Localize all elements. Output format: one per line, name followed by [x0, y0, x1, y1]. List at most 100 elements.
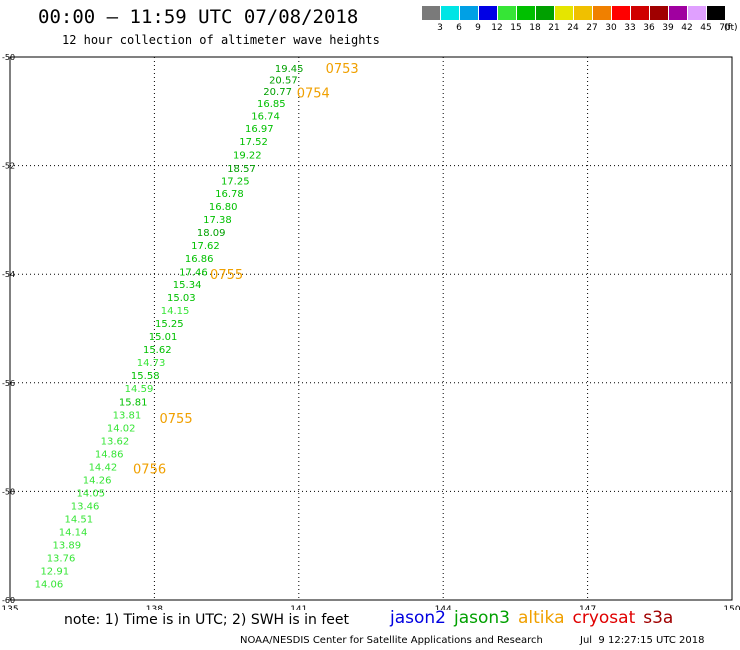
satellite-legend: jason2 jason3 altika cryosat s3a: [390, 608, 681, 628]
x-tick-label: 138: [146, 605, 163, 610]
wave-height-label: 13.46: [71, 502, 100, 513]
scale-label: 70: [719, 23, 731, 33]
scale-swatch: [555, 6, 573, 20]
pass-time-label: 0753: [326, 62, 359, 77]
wave-height-label: 19.22: [233, 151, 262, 162]
wave-height-label: 14.05: [77, 488, 106, 499]
scale-label: 42: [681, 23, 693, 33]
generated-timestamp: Jul 9 12:27:15 UTC 2018: [580, 635, 705, 646]
wave-height-label: 15.62: [143, 345, 172, 356]
scale-label: 30: [605, 23, 617, 33]
scale-swatch: [517, 6, 535, 20]
wave-height-label: 14.59: [125, 384, 154, 395]
scale-swatch: [688, 6, 706, 20]
wave-height-label: 16.86: [185, 254, 214, 265]
wave-height-label: 18.57: [227, 164, 256, 175]
scale-swatch: [707, 6, 725, 20]
wave-height-label: 16.97: [245, 124, 274, 135]
wave-height-label: 15.58: [131, 371, 160, 382]
wave-height-label: 16.80: [209, 202, 238, 213]
wave-height-label: 14.26: [83, 475, 112, 486]
scale-label: 36: [643, 23, 655, 33]
scale-label: 15: [510, 23, 522, 33]
wave-height-label: 14.51: [65, 515, 94, 526]
wave-height-label: 17.25: [221, 176, 250, 187]
scale-swatch: [650, 6, 668, 20]
scale-swatch: [460, 6, 478, 20]
scale-swatch: [669, 6, 687, 20]
wave-height-label: 14.14: [59, 528, 88, 539]
scale-swatch: [536, 6, 554, 20]
plot-frame: [9, 56, 733, 601]
y-tick-label: -56: [2, 379, 15, 388]
page-title: 00:00 – 11:59 UTC 07/08/2018: [38, 6, 359, 28]
wave-height-label: 15.34: [173, 280, 202, 291]
satellite-cryosat: cryosat: [572, 608, 636, 628]
scale-label: 3: [437, 23, 443, 33]
scale-swatch: [422, 6, 440, 20]
y-tick-label: -50: [2, 53, 15, 62]
x-tick-label: 147: [579, 605, 596, 610]
wave-height-label: 15.01: [149, 332, 178, 343]
wave-height-label: 13.81: [113, 410, 142, 421]
scale-label: 12: [491, 23, 503, 33]
pass-time-label: 0754: [297, 86, 330, 101]
wave-height-label: 14.06: [35, 580, 64, 591]
wave-height-label: 14.15: [161, 306, 190, 317]
y-tick-label: -52: [2, 162, 15, 171]
wave-height-label: 16.85: [257, 99, 286, 110]
x-tick-label: 150: [723, 605, 740, 610]
wave-height-label: 13.62: [101, 436, 130, 447]
pass-time-label: 0755: [160, 412, 193, 427]
wave-height-label: 14.86: [95, 449, 124, 460]
credit-text: NOAA/NESDIS Center for Satellite Applica…: [240, 635, 543, 646]
footer-note: note: 1) Time is in UTC; 2) SWH is in fe…: [64, 612, 350, 628]
wave-height-label: 13.76: [47, 554, 76, 565]
scale-swatch: [593, 6, 611, 20]
scale-swatch: [612, 6, 630, 20]
wave-height-label: 13.89: [52, 541, 81, 552]
wave-height-label: 16.78: [215, 189, 244, 200]
wave-height-label: 16.74: [251, 112, 280, 123]
scale-label: 39: [662, 23, 674, 33]
satellite-jason2: jason2: [390, 608, 446, 628]
scale-label: 18: [529, 23, 541, 33]
scale-label: 6: [456, 23, 462, 33]
wave-height-label: 18.09: [197, 228, 226, 239]
altimeter-map: 135 138 141 144 147 150 -50 -52 -54 -56 -58 -60 19.4…: [1, 53, 740, 610]
wave-height-label: 15.25: [155, 319, 184, 330]
wave-height-label: 20.57: [269, 75, 298, 86]
y-tick-label: -54: [2, 270, 15, 279]
x-tick-label: 141: [290, 605, 307, 610]
scale-unit: (ft): [724, 23, 738, 33]
satellite-altika: altika: [518, 608, 565, 628]
pass-time-label: 0755: [210, 268, 243, 283]
scale-label: 24: [567, 23, 579, 33]
satellite-s3a: s3a: [643, 608, 674, 628]
scale-label: 27: [586, 23, 598, 33]
page-subtitle: 12 hour collection of altimeter wave hei…: [62, 33, 380, 47]
wave-height-label: 12.91: [40, 567, 69, 578]
wave-height-label: 14.02: [107, 423, 136, 434]
y-tick-label: -58: [2, 487, 15, 496]
x-tick-label: 135: [1, 605, 18, 610]
wave-height-label: 17.38: [203, 215, 232, 226]
pass-time-label: 0756: [133, 463, 166, 478]
x-tick-label: 144: [435, 605, 452, 610]
scale-swatch: [441, 6, 459, 20]
satellite-jason3: jason3: [454, 608, 510, 628]
wave-height-label: 17.52: [239, 137, 268, 148]
wave-height-label: 20.77: [263, 87, 292, 98]
wave-height-label: 15.81: [119, 397, 148, 408]
scale-swatch: [479, 6, 497, 20]
wave-height-label: 17.46: [179, 267, 208, 278]
scale-label: 21: [548, 23, 560, 33]
wave-height-label: 14.73: [137, 358, 166, 369]
scale-swatch: [574, 6, 592, 20]
wave-height-label: 14.42: [89, 462, 118, 473]
scale-swatch: [631, 6, 649, 20]
scale-label: 33: [624, 23, 636, 33]
wave-height-label: 15.03: [167, 293, 196, 304]
scale-label: 9: [475, 23, 481, 33]
wave-height-label: 17.62: [191, 241, 220, 252]
